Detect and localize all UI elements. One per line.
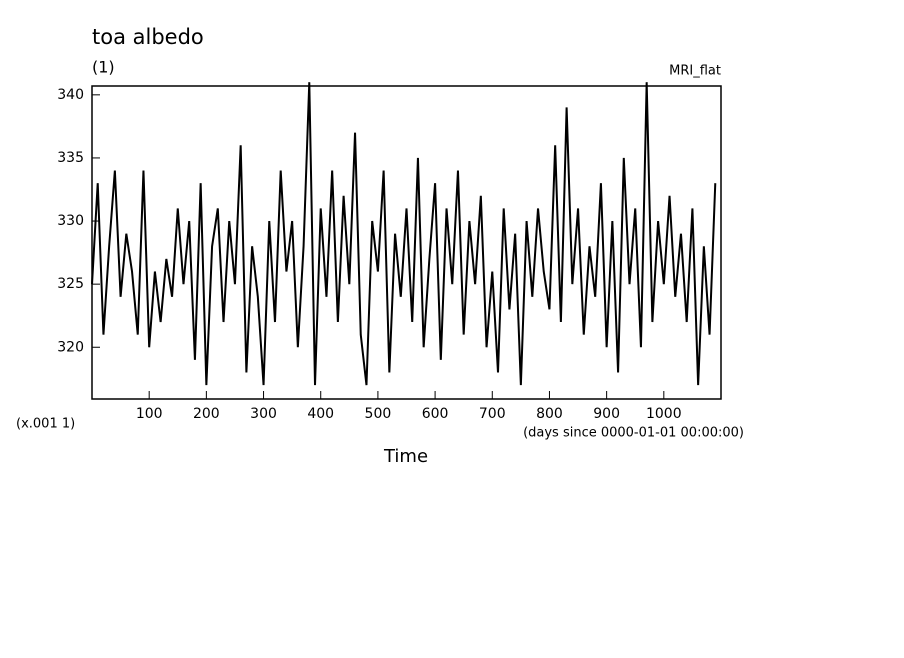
x-tick-label: 1000: [646, 406, 682, 422]
x-tick-label: 400: [307, 406, 334, 422]
y-tick-label: 335: [57, 150, 84, 166]
x-tick-label: 300: [250, 406, 277, 422]
x-axis-title: Time: [383, 446, 428, 467]
x-units-label: (days since 0000-01-01 00:00:00): [523, 426, 744, 441]
x-tick-label: 200: [193, 406, 220, 422]
x-tick-label: 100: [136, 406, 163, 422]
x-tick-label: 800: [536, 406, 563, 422]
y-scale-label: (x.001 1): [16, 417, 75, 432]
y-tick-label: 325: [57, 276, 84, 292]
y-tick-label: 330: [57, 213, 84, 229]
x-tick-label: 700: [479, 406, 506, 422]
x-tick-label: 500: [365, 406, 392, 422]
chart-subtitle: (1): [92, 58, 115, 77]
data-line: [91, 82, 717, 386]
annotation: MRI_flat: [669, 64, 721, 79]
y-tick-label: 320: [57, 339, 84, 355]
y-tick-label: 340: [57, 87, 84, 103]
x-tick-label: 600: [422, 406, 449, 422]
plot-frame: [91, 85, 722, 400]
x-tick-label: 900: [593, 406, 620, 422]
chart-title: toa albedo: [92, 25, 204, 49]
